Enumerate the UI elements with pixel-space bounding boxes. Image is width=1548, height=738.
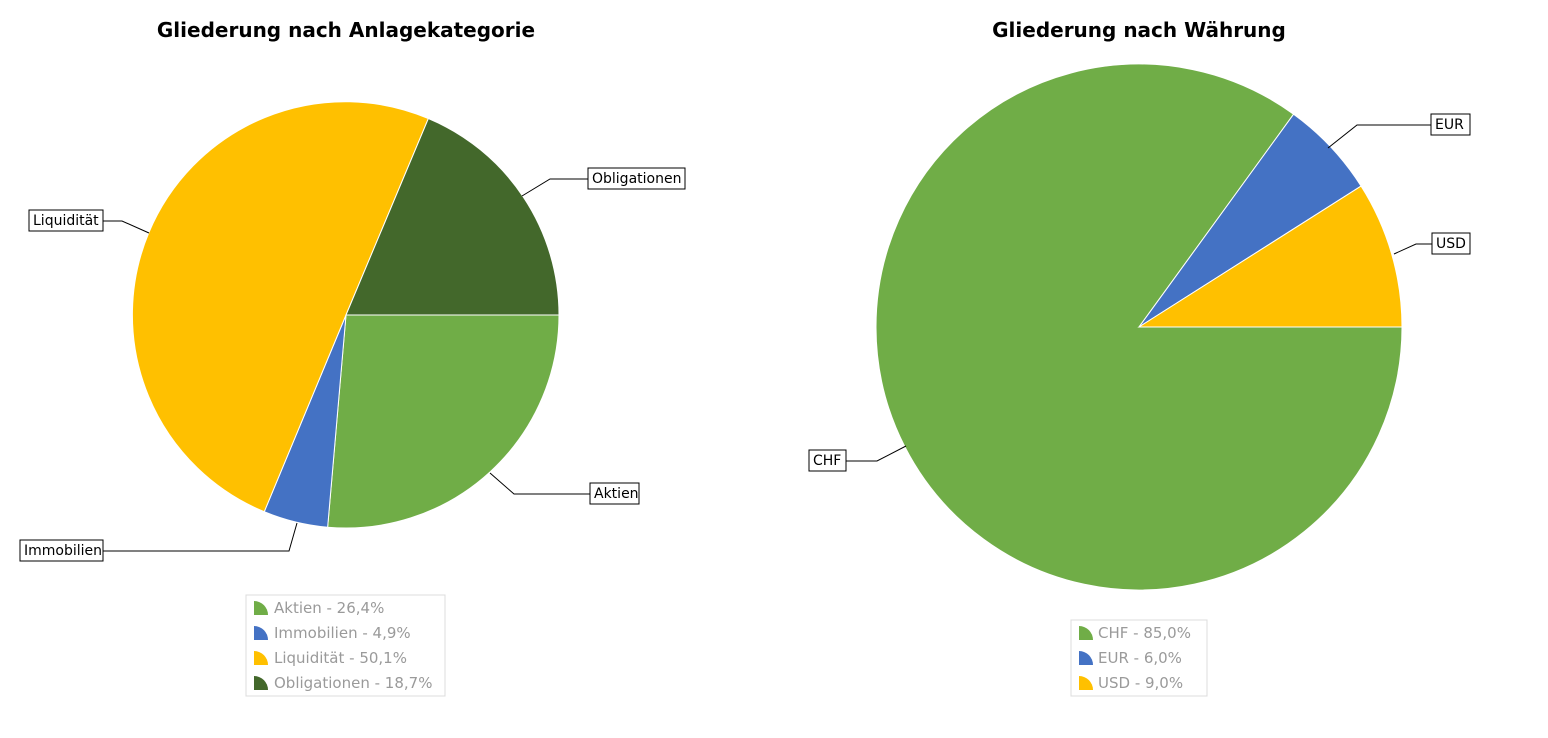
slice-label: USD	[1436, 236, 1466, 252]
pie-currency	[875, 63, 1403, 591]
pie-slice-aktien	[327, 314, 560, 529]
leader-line	[103, 522, 298, 552]
callout-box	[587, 167, 686, 190]
legend-item: Liquidität - 50,1%	[254, 649, 407, 667]
slice-label: EUR	[1435, 117, 1464, 133]
legend-swatch	[1079, 676, 1093, 690]
callout-box	[28, 209, 104, 232]
callout-immobilien: Immobilien	[19, 522, 298, 562]
leader-line	[521, 178, 588, 197]
callout-aktien: Aktien	[489, 472, 640, 505]
legend-label: Aktien - 26,4%	[274, 599, 384, 617]
callout-box	[808, 449, 847, 472]
leader-line	[1393, 243, 1432, 255]
legend-item: Aktien - 26,4%	[254, 599, 384, 617]
legend-swatch	[254, 676, 268, 690]
legend-label: Obligationen - 18,7%	[274, 674, 432, 692]
slice-label: Liquidität	[33, 213, 99, 229]
chart-title: Gliederung nach Anlagekategorie	[157, 18, 535, 42]
legend-label: Liquidität - 50,1%	[274, 649, 407, 667]
legend: CHF - 85,0% EUR - 6,0% USD - 9,0%	[1070, 619, 1208, 697]
legend-swatch	[254, 626, 268, 640]
legend-item: USD - 9,0%	[1079, 674, 1183, 692]
leader-line	[489, 472, 590, 495]
legend-item: Immobilien - 4,9%	[254, 624, 411, 642]
legend-item: CHF - 85,0%	[1079, 624, 1191, 642]
callout-eur: EUR	[1327, 113, 1471, 149]
pie-slice-obligationen	[345, 117, 560, 316]
callout-box	[19, 539, 104, 562]
legend-box	[245, 594, 446, 697]
legend-swatch	[1079, 651, 1093, 665]
chart-currency: Gliederung nach Währung EUR USD CHF CHF …	[808, 18, 1471, 697]
callout-box	[589, 482, 640, 505]
callout-box	[1431, 232, 1471, 255]
chart-title: Gliederung nach Währung	[992, 18, 1286, 42]
leader-line	[1327, 124, 1431, 149]
legend-label: USD - 9,0%	[1098, 674, 1183, 692]
callout-usd: USD	[1393, 232, 1471, 255]
legend-label: Immobilien - 4,9%	[274, 624, 411, 642]
legend-swatch	[1079, 626, 1093, 640]
chart-asset-category: Gliederung nach Anlagekategorie Obligati…	[19, 18, 686, 697]
callout-chf: CHF	[808, 445, 907, 472]
legend-box	[1070, 619, 1208, 697]
slice-label: CHF	[813, 453, 841, 469]
legend-item: Obligationen - 18,7%	[254, 674, 432, 692]
slice-label: Obligationen	[592, 171, 681, 187]
slice-label: Aktien	[594, 486, 639, 502]
pie-asset-category	[131, 101, 560, 529]
legend-item: EUR - 6,0%	[1079, 649, 1182, 667]
leader-line	[103, 220, 150, 234]
legend-label: EUR - 6,0%	[1098, 649, 1182, 667]
legend: Aktien - 26,4% Immobilien - 4,9% Liquidi…	[245, 594, 446, 697]
slice-label: Immobilien	[24, 543, 102, 559]
legend-swatch	[254, 601, 268, 615]
pie-slice-usd	[1137, 185, 1403, 328]
callout-liquiditaet: Liquidität	[28, 209, 150, 234]
callout-obligationen: Obligationen	[521, 167, 686, 197]
legend-label: CHF - 85,0%	[1098, 624, 1191, 642]
legend-swatch	[254, 651, 268, 665]
leader-line	[846, 445, 907, 462]
callout-box	[1430, 113, 1471, 136]
